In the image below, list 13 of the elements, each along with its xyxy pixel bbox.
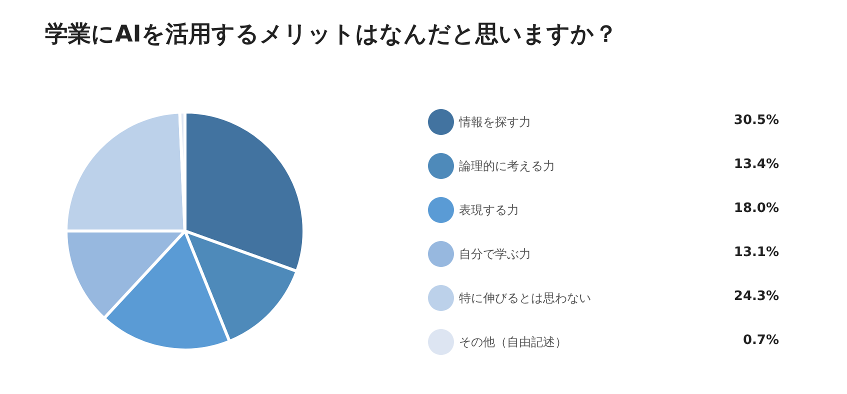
data-label: 18.0% xyxy=(734,201,780,216)
chart-title: 学業にAIを活用するメリットはなんだと思いますか？ xyxy=(45,22,618,48)
data-label: 13.4% xyxy=(734,157,780,172)
legend-label: 自分で学ぶ力 xyxy=(459,247,531,261)
legend-label: 表現する力 xyxy=(459,203,519,217)
legend-label: その他（自由記述） xyxy=(459,335,567,349)
data-label: 30.5% xyxy=(734,113,780,128)
legend-label: 論理的に考える力 xyxy=(459,159,555,173)
legend-label: 特に伸びるとは思わない xyxy=(459,291,591,305)
data-label: 13.1% xyxy=(734,245,780,260)
data-label: 0.7% xyxy=(742,333,780,348)
legend-label: 情報を探す力 xyxy=(458,115,531,129)
data-label: 24.3% xyxy=(734,289,780,304)
